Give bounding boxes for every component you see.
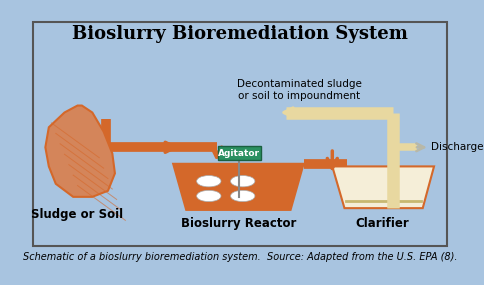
Ellipse shape bbox=[230, 190, 255, 201]
Polygon shape bbox=[332, 166, 433, 208]
Text: Clarifier: Clarifier bbox=[355, 217, 409, 230]
Text: Bioslurry Bioremediation System: Bioslurry Bioremediation System bbox=[72, 25, 407, 43]
Text: Schematic of a bioslurry bioremediation system.  Source: Adapted from the U.S. E: Schematic of a bioslurry bioremediation … bbox=[23, 252, 456, 262]
Text: Sludge or Soil: Sludge or Soil bbox=[31, 208, 123, 221]
FancyBboxPatch shape bbox=[33, 22, 446, 246]
Polygon shape bbox=[173, 164, 303, 210]
Text: Discharge: Discharge bbox=[431, 142, 483, 152]
Text: Agitator: Agitator bbox=[218, 149, 260, 158]
Ellipse shape bbox=[230, 176, 255, 187]
Text: Decontaminated sludge
or soil to impoundment: Decontaminated sludge or soil to impound… bbox=[236, 79, 361, 101]
Ellipse shape bbox=[196, 190, 221, 201]
Polygon shape bbox=[45, 105, 115, 197]
FancyBboxPatch shape bbox=[217, 146, 260, 160]
Text: Bioslurry Reactor: Bioslurry Reactor bbox=[181, 217, 295, 230]
Ellipse shape bbox=[196, 176, 221, 187]
